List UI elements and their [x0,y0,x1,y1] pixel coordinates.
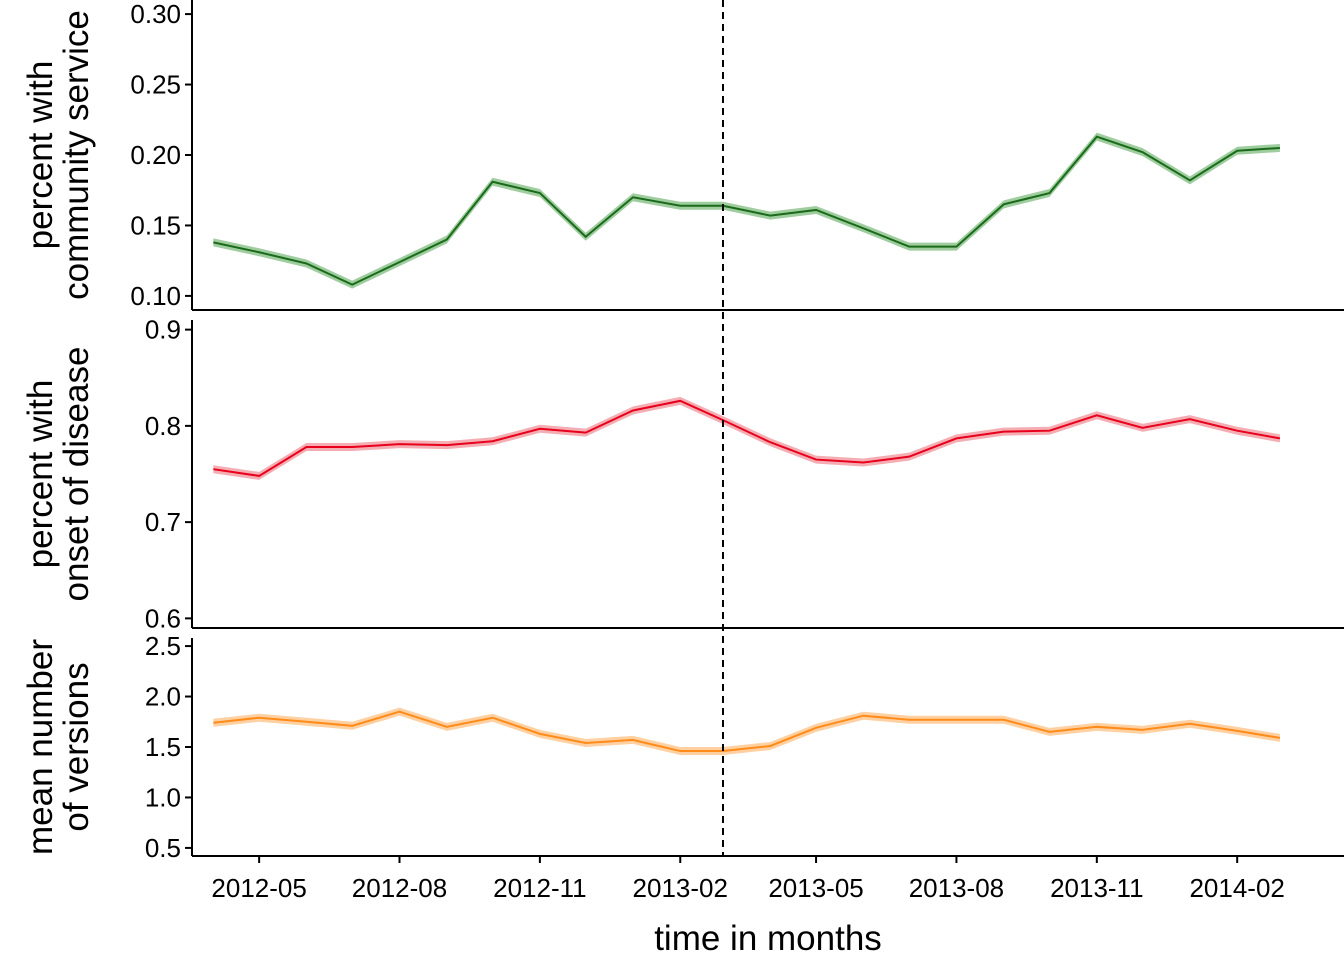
series-line [213,399,1281,477]
x-tick-label: 2012-08 [352,873,447,903]
chart-panels: 0.10 0.15 0.20 0.25 0.30 percent withcommunit… [21,0,1344,863]
y-axis-title: mean numberof versions [21,639,96,855]
x-axis-title: time in months [654,919,882,958]
panel-2: 0.6 0.7 0.8 0.9 percent withonset of disease [21,315,1344,633]
series-line [213,710,1281,753]
y-tick-label: 0.5 [145,833,181,863]
x-tick-label: 2014-02 [1189,873,1284,903]
y-axis-title: percent withonset of disease [21,347,96,602]
x-axis: 2012-05 2012-08 2012-11 2013-02 2013-05 2013-… [211,856,1285,903]
y-tick-label: 0.15 [130,210,181,240]
panel-3: 0.5 1.0 1.5 2.0 2.5 mean numberof versions [21,631,1344,863]
y-tick-label: 0.10 [130,281,181,311]
y-tick-label: 0.6 [145,603,181,633]
x-tick-label: 2013-05 [768,873,863,903]
y-tick-label: 1.0 [145,782,181,812]
y-tick-label: 2.0 [145,682,181,712]
confidence-band [213,396,1280,480]
y-tick-label: 0.8 [145,411,181,441]
y-tick-label: 2.5 [145,631,181,661]
x-tick-label: 2013-02 [633,873,728,903]
x-tick-label: 2012-05 [211,873,306,903]
panel-1: 0.10 0.15 0.20 0.25 0.30 percent withcommunit… [21,0,1344,311]
x-tick-label: 2012-11 [493,873,587,903]
y-axis-title: percent withcommunity service [21,10,96,300]
y-tick-label: 0.30 [130,0,181,29]
x-tick-label: 2013-08 [909,873,1004,903]
y-tick-label: 0.7 [145,507,181,537]
y-tick-label: 0.20 [130,140,181,170]
x-tick-label: 2013-11 [1050,873,1144,903]
y-tick-label: 0.9 [145,315,181,345]
series-line [213,135,1280,286]
y-tick-label: 1.5 [145,732,181,762]
y-tick-label: 0.25 [130,70,181,100]
